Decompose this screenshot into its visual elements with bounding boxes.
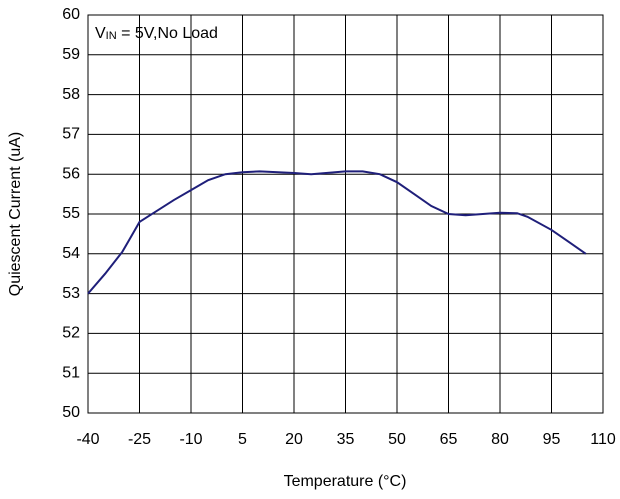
x-tick-label: -25	[128, 431, 151, 448]
y-tick-label: 60	[62, 6, 80, 23]
x-tick-label: 50	[388, 431, 406, 448]
x-tick-label: 95	[543, 431, 561, 448]
y-tick-label: 51	[62, 364, 80, 381]
y-tick-label: 56	[62, 165, 80, 182]
x-tick-label: 65	[440, 431, 458, 448]
x-tick-label: 80	[491, 431, 509, 448]
y-tick-label: 58	[62, 86, 80, 103]
annotation-box	[89, 16, 227, 50]
plot-frame	[87, 14, 604, 414]
y-tick-label: 52	[62, 325, 80, 342]
y-tick-label: 57	[62, 126, 80, 143]
x-tick-label: 110	[590, 431, 616, 448]
x-tick-label: 5	[238, 431, 247, 448]
data-line	[87, 170, 587, 295]
y-tick-label: 59	[62, 46, 80, 63]
x-tick-label: 20	[285, 431, 303, 448]
annotation: VIN = 5V,No Load	[95, 25, 218, 42]
x-tick-label: -10	[179, 431, 202, 448]
y-tick-label: 54	[62, 245, 80, 262]
y-axis-label: Quiescent Current (uA)	[7, 132, 24, 297]
y-tick-label: 55	[62, 205, 80, 222]
y-tick-label: 50	[62, 404, 80, 421]
x-axis-label: Temperature (°C)	[284, 473, 407, 490]
x-tick-label: -40	[76, 431, 99, 448]
y-tick-label: 53	[62, 285, 80, 302]
x-tick-label: 35	[337, 431, 355, 448]
